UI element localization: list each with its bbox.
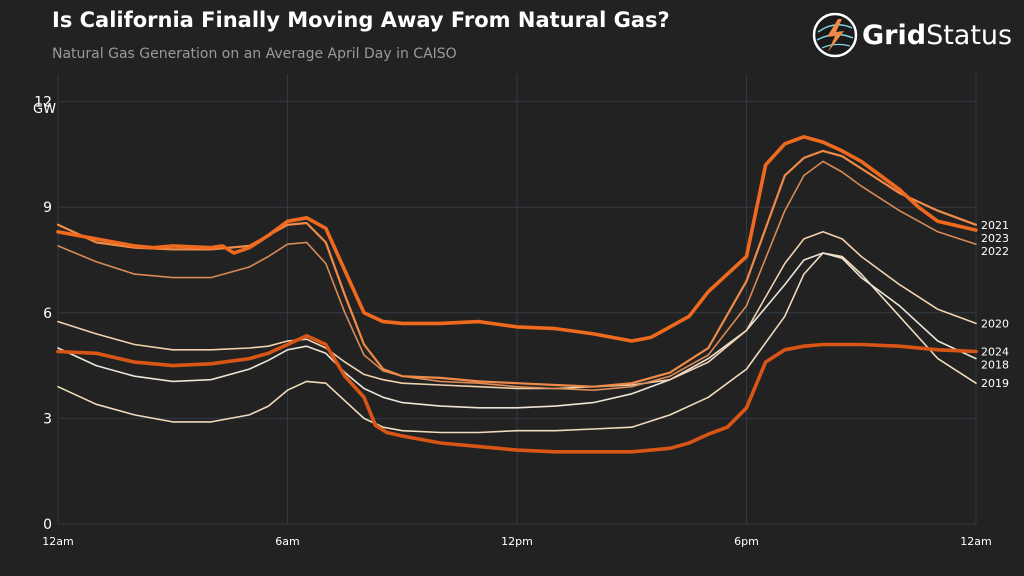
- series-line-2023: [56, 135, 978, 343]
- grid-status-logo: GridStatus: [812, 12, 1012, 58]
- series-label-2021: 2021: [981, 219, 1009, 232]
- chart-grid: [57, 74, 977, 525]
- grid-status-wordmark: GridStatus: [862, 20, 1012, 51]
- series-line-2018: [57, 252, 977, 409]
- x-tick-label: 6pm: [734, 535, 759, 548]
- series-label-2023: 2023: [981, 232, 1009, 245]
- y-axis-unit: GW: [33, 102, 56, 117]
- series-label-2022: 2022: [981, 245, 1009, 258]
- x-tick-label: 12am: [960, 535, 991, 548]
- series-line-2020: [57, 231, 977, 390]
- series-label-2024: 2024: [981, 346, 1009, 359]
- y-tick-label: 0: [43, 517, 52, 533]
- y-tick-label: 12: [34, 95, 52, 111]
- chart-subtitle: Natural Gas Generation on an Average Apr…: [52, 46, 457, 62]
- series-label-2020: 2020: [981, 317, 1009, 330]
- y-tick-label: 6: [43, 306, 52, 322]
- logo-text-bold: Grid: [862, 19, 927, 51]
- y-tick-label: 3: [43, 411, 52, 427]
- series-lines: [56, 135, 978, 454]
- series-label-2018: 2018: [981, 359, 1009, 372]
- x-axis-ticks: 12am 6am 12pm 6pm 12am: [42, 535, 991, 548]
- chart-title: Is California Finally Moving Away From N…: [52, 8, 670, 32]
- series-line-2022: [57, 160, 977, 391]
- logo-text-light: Status: [926, 19, 1013, 51]
- series-line-2024: [56, 333, 978, 454]
- grid-status-logo-icon: [812, 12, 858, 58]
- x-tick-label: 12am: [42, 535, 73, 548]
- y-axis-ticks: 0 3 6 9 12: [34, 95, 52, 533]
- x-tick-label: 12pm: [501, 535, 533, 548]
- y-tick-label: 9: [43, 200, 52, 216]
- series-label-2019: 2019: [981, 377, 1009, 390]
- x-tick-label: 6am: [275, 535, 299, 548]
